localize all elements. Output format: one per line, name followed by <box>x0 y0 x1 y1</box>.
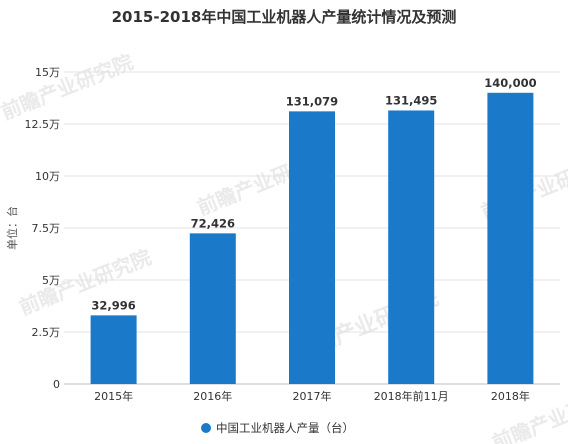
y-tick-label: 15万 <box>35 66 60 79</box>
data-label: 131,079 <box>286 94 338 108</box>
x-tick-label: 2017年 <box>293 389 332 403</box>
y-tick-label: 0 <box>53 378 60 391</box>
data-label: 131,495 <box>385 93 437 107</box>
legend-label: 中国工业机器人产量（台） <box>216 421 354 435</box>
y-tick-label: 7.5万 <box>32 222 61 235</box>
data-label: 140,000 <box>484 76 536 90</box>
legend: 中国工业机器人产量（台） <box>201 421 354 435</box>
data-label: 32,996 <box>91 298 135 312</box>
bar <box>189 233 236 384</box>
y-tick-label: 10万 <box>35 170 60 183</box>
data-labels: 32,996 72,426 131,079 131,495 140,000 <box>91 76 536 313</box>
y-axis-ticks: 0 2.5万 5万 7.5万 10万 12.5万 15万 <box>25 66 61 391</box>
bar <box>487 92 534 385</box>
x-axis-ticks: 2015年 2016年 2017年 2018年前11月 2018年 <box>94 389 530 403</box>
chart-title: 2015-2018年中国工业机器人产量统计情况及预测 <box>112 8 457 26</box>
bar <box>289 111 335 384</box>
bars <box>90 92 534 385</box>
y-tick-label: 5万 <box>42 274 60 287</box>
y-tick-label: 12.5万 <box>25 118 61 131</box>
bar <box>90 315 137 384</box>
y-axis-label: 单位：台 <box>5 206 19 250</box>
bar <box>388 110 435 384</box>
legend-swatch <box>201 423 211 433</box>
x-tick-label: 2018年 <box>491 389 530 403</box>
y-tick-label: 2.5万 <box>32 326 61 339</box>
x-tick-label: 2015年 <box>94 389 133 403</box>
watermark: 前瞻产业研究院 <box>0 50 136 125</box>
data-label: 72,426 <box>191 216 235 230</box>
watermarks: 前瞻产业研究院 前瞻产业研究院 前瞻产业研究院 前瞻产业研究院 前瞻产业研究院 … <box>0 50 568 444</box>
x-tick-label: 2018年前11月 <box>374 389 449 403</box>
x-tick-label: 2016年 <box>193 389 232 403</box>
